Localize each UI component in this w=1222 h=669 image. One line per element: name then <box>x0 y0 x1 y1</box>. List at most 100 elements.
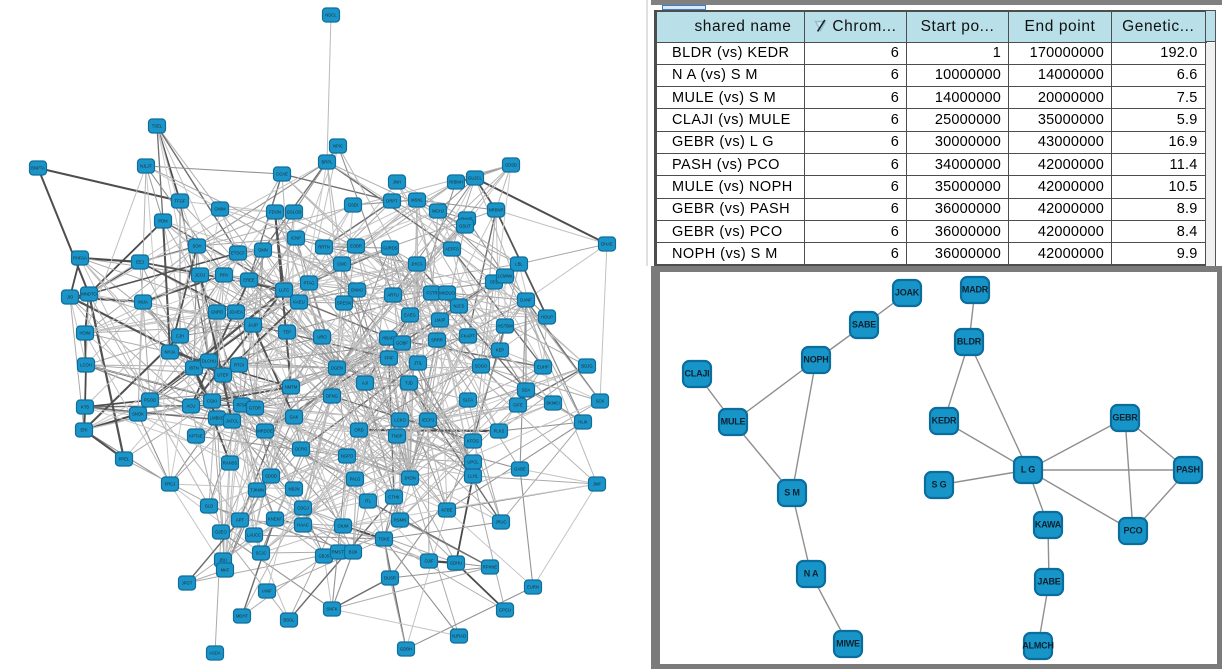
svg-text:EOBR: EOBR <box>350 244 362 249</box>
svg-text:DRPT: DRPT <box>386 199 398 204</box>
svg-text:PPEL: PPEL <box>119 457 130 462</box>
svg-text:PASH: PASH <box>1176 465 1200 475</box>
svg-text:GSUT: GSUT <box>459 224 471 229</box>
svg-text:CTHK: CTHK <box>388 495 400 500</box>
svg-text:OJEO: OJEO <box>215 530 227 535</box>
svg-text:SCJC: SCJC <box>256 551 267 556</box>
svg-text:GSDI: GSDI <box>348 203 358 208</box>
svg-text:DGEN: DGEN <box>331 366 343 371</box>
svg-text:SLFA: SLFA <box>463 398 473 403</box>
svg-text:MKDUO: MKDUO <box>439 291 455 296</box>
svg-text:LMBKD: LMBKD <box>210 416 224 421</box>
svg-text:LBL: LBL <box>515 262 523 267</box>
svg-text:LLHL: LLHL <box>468 474 479 479</box>
svg-text:JOAK: JOAK <box>895 288 920 298</box>
svg-text:HOIM: HOIM <box>80 331 91 336</box>
svg-text:RIBMH: RIBMH <box>449 180 463 185</box>
svg-text:FPIF: FPIF <box>384 356 394 361</box>
svg-text:NDCL: NDCL <box>325 13 337 18</box>
svg-text:LMJP: LMJP <box>435 318 446 323</box>
svg-text:APT: APT <box>236 518 245 523</box>
svg-text:EUHP: EUHP <box>537 365 549 370</box>
svg-text:JAJP: JAJP <box>248 323 258 328</box>
svg-text:ITL: ITL <box>365 499 372 504</box>
svg-text:SRRR: SRRR <box>431 338 443 343</box>
svg-text:BLDR: BLDR <box>957 337 982 347</box>
svg-text:DFNG: DFNG <box>326 394 338 399</box>
svg-text:BIJII: BIJII <box>349 550 357 555</box>
svg-text:NPIC: NPIC <box>333 144 343 149</box>
svg-text:OCRO: OCRO <box>295 447 308 452</box>
svg-text:GABE: GABE <box>514 467 526 472</box>
svg-text:JMF: JMF <box>593 482 602 487</box>
svg-text:RPA: RPA <box>220 273 229 278</box>
svg-text:KAEU: KAEU <box>293 300 304 305</box>
svg-text:BBGL: BBGL <box>283 618 295 623</box>
svg-text:JNH: JNH <box>393 180 401 185</box>
svg-text:GOBF: GOBF <box>396 341 408 346</box>
svg-text:MSNL: MSNL <box>411 198 423 203</box>
svg-text:MADR: MADR <box>962 285 989 295</box>
svg-text:GURDS: GURDS <box>382 246 397 251</box>
svg-text:HBAF: HBAF <box>382 336 394 341</box>
svg-text:NJRAD: NJRAD <box>452 634 466 639</box>
svg-text:KEP: KEP <box>496 348 505 353</box>
svg-text:GUJCL: GUJCL <box>468 176 482 181</box>
svg-text:ETDCF: ETDCF <box>231 251 245 256</box>
svg-text:HLIK: HLIK <box>578 420 588 425</box>
svg-text:JABE: JABE <box>1037 577 1060 587</box>
svg-text:KPTAE: KPTAE <box>189 434 203 439</box>
svg-text:GAK: GAK <box>290 415 299 420</box>
svg-text:GEBR: GEBR <box>1112 413 1138 423</box>
svg-text:SOH: SOH <box>192 244 201 249</box>
svg-text:CIFE: CIFE <box>513 403 523 408</box>
svg-text:SDA: SDA <box>522 388 531 393</box>
svg-text:KEDR: KEDR <box>932 416 957 426</box>
svg-text:IECPJ: IECPJ <box>422 418 434 423</box>
svg-text:JBU: JBU <box>219 558 227 563</box>
svg-text:SPESN: SPESN <box>337 301 351 306</box>
svg-text:NOPH: NOPH <box>803 355 828 365</box>
svg-text:MNDTO: MNDTO <box>81 292 97 297</box>
svg-text:HGTBM: HGTBM <box>497 324 513 329</box>
svg-text:GNRO: GNRO <box>211 310 224 315</box>
svg-text:EEJ: EEJ <box>136 260 144 265</box>
svg-text:JIO: JIO <box>67 295 74 300</box>
svg-text:AJI: AJI <box>362 381 368 386</box>
svg-text:SOGO: SOGO <box>475 364 488 369</box>
svg-text:S G: S G <box>932 480 947 490</box>
svg-text:N A: N A <box>804 569 819 579</box>
svg-text:ASDA: ASDA <box>209 651 221 656</box>
svg-text:BDJG: BDJG <box>581 364 592 369</box>
svg-text:RANSS: RANSS <box>223 461 238 466</box>
svg-text:GBJS: GBJS <box>319 554 330 559</box>
svg-text:GTOR: GTOR <box>249 406 261 411</box>
svg-text:PGOD: PGOD <box>144 398 156 403</box>
svg-text:KAWA: KAWA <box>1035 520 1062 530</box>
svg-text:IBTN: IBTN <box>189 366 199 371</box>
svg-text:URO: URO <box>317 335 327 340</box>
svg-text:CMIM: CMIM <box>214 207 226 212</box>
svg-text:CJH: CJH <box>176 334 184 339</box>
svg-text:TSEL: TSEL <box>152 124 163 129</box>
svg-text:MKF: MKF <box>221 568 230 573</box>
svg-text:PHFAA: PHFAA <box>73 256 87 261</box>
svg-text:JPGT: JPGT <box>182 581 193 586</box>
svg-text:CGKI: CGKI <box>207 399 217 404</box>
svg-text:TJKMN: TJKMN <box>250 488 264 493</box>
svg-text:PFSP: PFSP <box>237 403 248 408</box>
svg-text:JHON: JHON <box>404 476 415 481</box>
svg-text:DANF: DANF <box>520 298 532 303</box>
svg-text:KFBE: KFBE <box>442 508 453 513</box>
svg-text:NRBNP: NRBNP <box>489 208 504 213</box>
svg-text:NGPO: NGPO <box>341 454 354 459</box>
svg-text:BRPL: BRPL <box>322 160 334 165</box>
svg-text:PDM: PDM <box>158 219 168 224</box>
svg-text:MDHT: MDHT <box>236 614 249 619</box>
svg-text:ACU: ACU <box>187 404 196 409</box>
svg-text:FRCJ: FRCJ <box>165 482 176 487</box>
svg-text:TEP: TEP <box>283 330 291 335</box>
svg-text:OIUM: OIUM <box>338 524 349 529</box>
svg-text:EAEG: EAEG <box>404 313 416 318</box>
svg-text:LAUCC: LAUCC <box>247 533 261 538</box>
